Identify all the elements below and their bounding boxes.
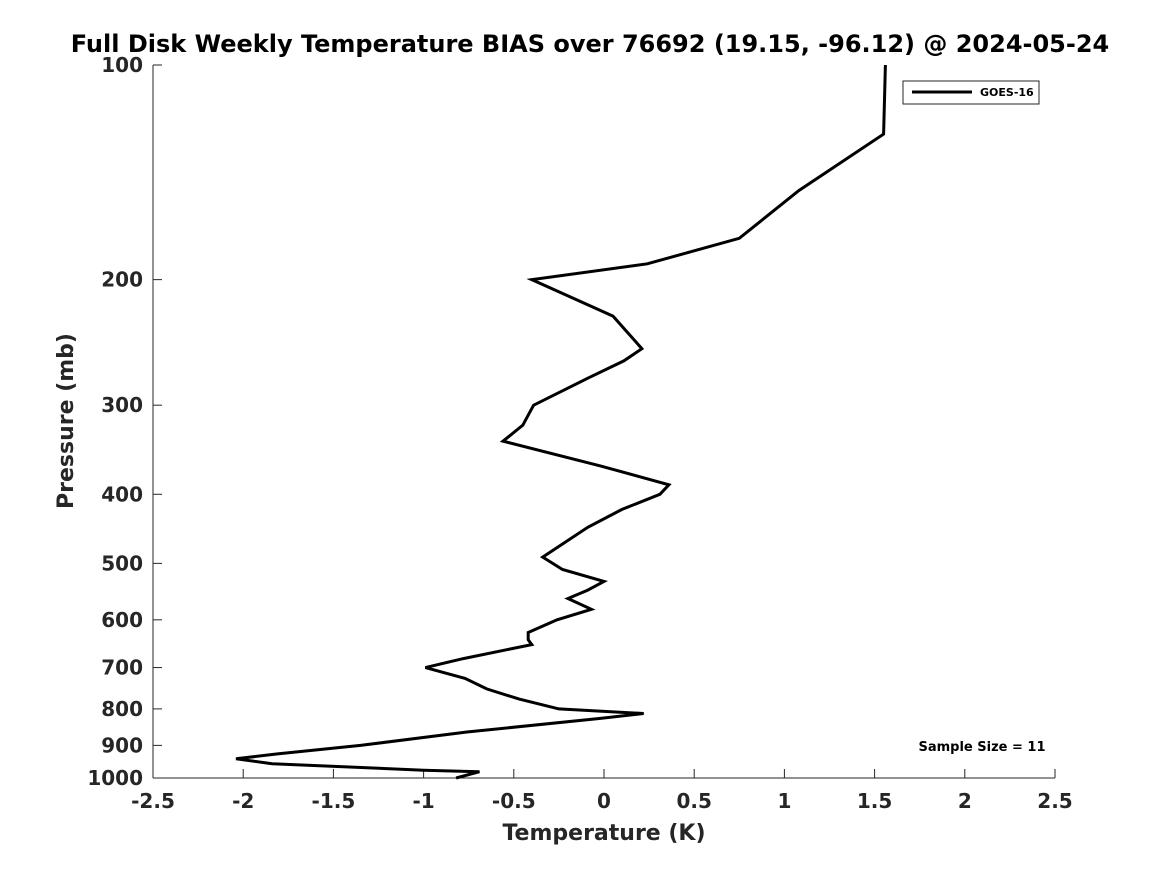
x-tick-label: -2	[232, 789, 254, 813]
y-tick-label: 300	[101, 393, 143, 417]
y-tick-label: 200	[101, 268, 143, 292]
y-tick-label: 100	[101, 53, 143, 77]
x-tick-label: 2.5	[1037, 789, 1072, 813]
sample-size-annotation: Sample Size = 11	[918, 740, 1045, 755]
legend-label-goes16: GOES-16	[980, 86, 1034, 99]
x-tick-label: -1.5	[312, 789, 356, 813]
legend: GOES-16	[902, 80, 1040, 105]
y-tick-label: 900	[101, 733, 143, 757]
chart-title: Full Disk Weekly Temperature BIAS over 7…	[71, 30, 1110, 58]
x-tick-label: 1.5	[857, 789, 892, 813]
x-tick-label: 1	[777, 789, 791, 813]
x-tick-label: 2	[958, 789, 972, 813]
series-line-goes-16	[235, 64, 887, 780]
y-axis-label: Pressure (mb)	[54, 333, 79, 509]
series-group	[235, 64, 887, 780]
y-tick-label: 1000	[87, 766, 143, 790]
x-axis-label: Temperature (K)	[502, 821, 705, 846]
y-ticks: 100 200 300 400 500 600 700 800 900 1000	[87, 53, 162, 790]
x-ticks: -2.5 -2 -1.5 -1 -0.5 0 0.5 1 1.5 2 2.5	[131, 769, 1073, 813]
x-tick-label: -1	[412, 789, 434, 813]
y-tick-label: 600	[101, 608, 143, 632]
x-tick-label: -2.5	[131, 789, 175, 813]
y-tick-label: 800	[101, 697, 143, 721]
x-tick-label: 0.5	[676, 789, 711, 813]
y-tick-label: 700	[101, 656, 143, 680]
x-tick-label: -0.5	[492, 789, 536, 813]
x-tick-label: 0	[597, 789, 611, 813]
y-tick-label: 500	[101, 551, 143, 575]
y-tick-label: 400	[101, 482, 143, 506]
